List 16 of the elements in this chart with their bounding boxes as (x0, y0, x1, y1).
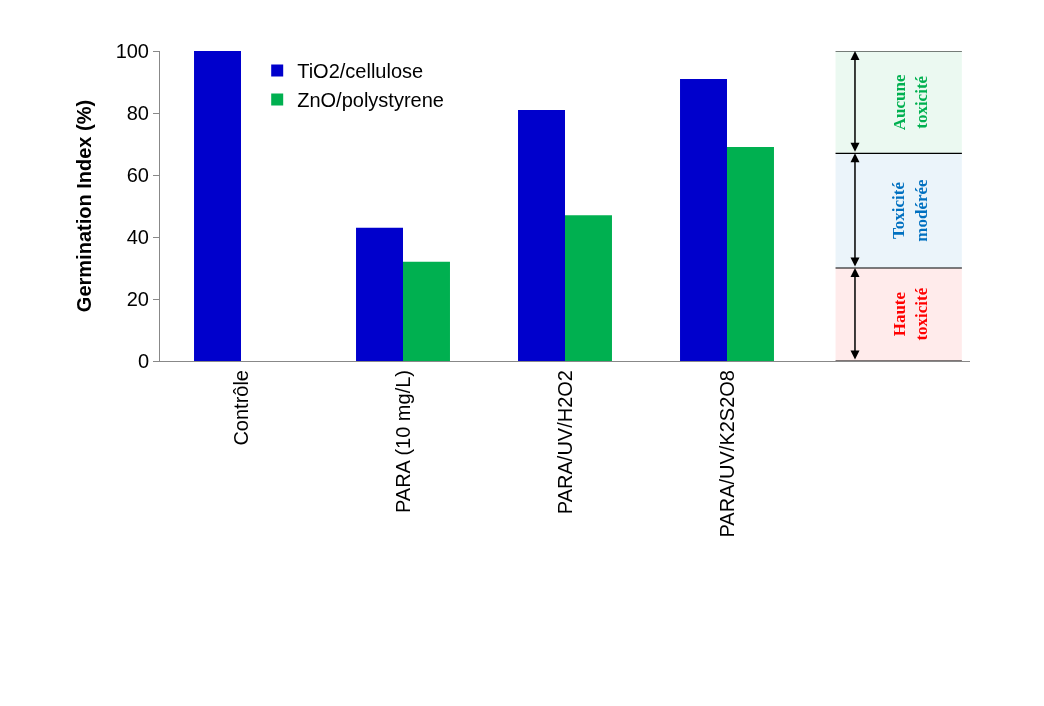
y-axis-title: Germination Index (%) (73, 99, 96, 313)
y-tick-label: 100 (115, 40, 149, 62)
band-label: Toxicité modérée (889, 178, 931, 242)
y-tick-label: 80 (126, 102, 149, 124)
x-tick-label: PARA/UV/H2O2 (553, 370, 576, 515)
x-tick-label: PARA (10 mg/L) (391, 370, 414, 514)
band-label: Aucune toxicité (889, 74, 932, 131)
y-tick-label: 20 (126, 288, 149, 310)
band-label: Haute toxicité (889, 287, 931, 341)
legend-label: ZnO/polystyrene (297, 89, 444, 112)
y-tick-label: 60 (126, 164, 149, 186)
legend-label: TiO2/cellulose (297, 60, 424, 83)
x-tick-label: PARA/UV/K2S2O8 (715, 370, 738, 538)
y-tick-label: 40 (126, 226, 149, 248)
x-tick-label: Contrôle (229, 370, 252, 446)
y-tick-label: 0 (137, 350, 149, 372)
